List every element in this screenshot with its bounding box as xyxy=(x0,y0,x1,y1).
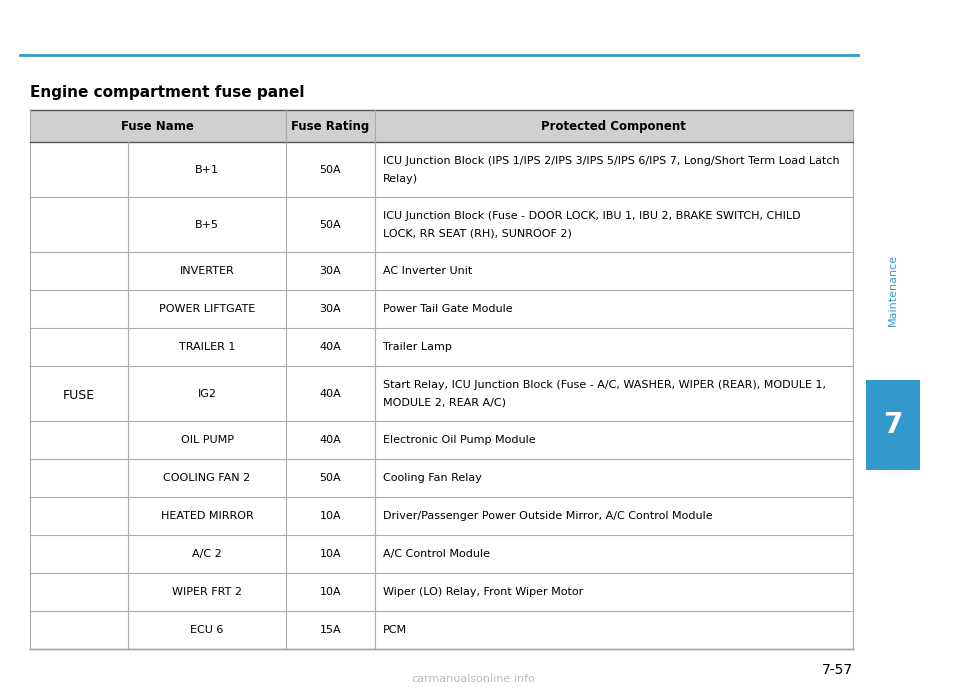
Text: Electronic Oil Pump Module: Electronic Oil Pump Module xyxy=(383,435,536,445)
Text: Driver/Passenger Power Outside Mirror, A/C Control Module: Driver/Passenger Power Outside Mirror, A… xyxy=(383,511,712,521)
Text: B+5: B+5 xyxy=(195,220,219,229)
Text: FUSE: FUSE xyxy=(62,389,95,402)
Text: Relay): Relay) xyxy=(383,174,418,183)
Text: WIPER FRT 2: WIPER FRT 2 xyxy=(172,587,242,597)
Text: 7: 7 xyxy=(883,411,902,439)
Bar xyxy=(866,380,920,470)
Text: 7-57: 7-57 xyxy=(822,663,853,677)
Text: HEATED MIRROR: HEATED MIRROR xyxy=(160,511,253,521)
Text: PCM: PCM xyxy=(383,625,407,635)
Text: POWER LIFTGATE: POWER LIFTGATE xyxy=(159,304,255,314)
Text: 50A: 50A xyxy=(320,165,341,174)
Text: 30A: 30A xyxy=(320,266,341,276)
Text: 50A: 50A xyxy=(320,473,341,483)
Text: Power Tail Gate Module: Power Tail Gate Module xyxy=(383,304,513,314)
Text: COOLING FAN 2: COOLING FAN 2 xyxy=(163,473,251,483)
Text: 10A: 10A xyxy=(320,549,341,559)
Text: Cooling Fan Relay: Cooling Fan Relay xyxy=(383,473,482,483)
Text: 30A: 30A xyxy=(320,304,341,314)
Text: 10A: 10A xyxy=(320,511,341,521)
Text: 40A: 40A xyxy=(320,342,341,352)
Text: LOCK, RR SEAT (RH), SUNROOF 2): LOCK, RR SEAT (RH), SUNROOF 2) xyxy=(383,229,571,238)
Text: Fuse Name: Fuse Name xyxy=(121,119,194,132)
Text: 50A: 50A xyxy=(320,220,341,229)
Text: Protected Component: Protected Component xyxy=(541,119,686,132)
Text: Maintenance: Maintenance xyxy=(888,254,898,326)
Text: Start Relay, ICU Junction Block (Fuse - A/C, WASHER, WIPER (REAR), MODULE 1,: Start Relay, ICU Junction Block (Fuse - … xyxy=(383,380,826,389)
Text: 15A: 15A xyxy=(320,625,341,635)
Text: ICU Junction Block (IPS 1/IPS 2/IPS 3/IPS 5/IPS 6/IPS 7, Long/Short Term Load La: ICU Junction Block (IPS 1/IPS 2/IPS 3/IP… xyxy=(383,156,839,165)
Text: Engine compartment fuse panel: Engine compartment fuse panel xyxy=(30,85,304,100)
Text: B+1: B+1 xyxy=(195,165,219,174)
Text: IG2: IG2 xyxy=(198,389,217,398)
Text: Fuse Rating: Fuse Rating xyxy=(291,119,370,132)
Bar xyxy=(30,110,853,649)
Text: carmanualsonline.info: carmanualsonline.info xyxy=(412,674,536,684)
Text: 10A: 10A xyxy=(320,587,341,597)
Text: 40A: 40A xyxy=(320,435,341,445)
Bar xyxy=(30,110,853,142)
Text: Trailer Lamp: Trailer Lamp xyxy=(383,342,451,352)
Text: AC Inverter Unit: AC Inverter Unit xyxy=(383,266,472,276)
Text: MODULE 2, REAR A/C): MODULE 2, REAR A/C) xyxy=(383,398,506,407)
Text: A/C 2: A/C 2 xyxy=(192,549,222,559)
Text: INVERTER: INVERTER xyxy=(180,266,234,276)
Text: OIL PUMP: OIL PUMP xyxy=(180,435,233,445)
Text: TRAILER 1: TRAILER 1 xyxy=(179,342,235,352)
Text: ECU 6: ECU 6 xyxy=(190,625,224,635)
Text: 40A: 40A xyxy=(320,389,341,398)
Text: A/C Control Module: A/C Control Module xyxy=(383,549,490,559)
Text: Wiper (LO) Relay, Front Wiper Motor: Wiper (LO) Relay, Front Wiper Motor xyxy=(383,587,583,597)
Text: ICU Junction Block (Fuse - DOOR LOCK, IBU 1, IBU 2, BRAKE SWITCH, CHILD: ICU Junction Block (Fuse - DOOR LOCK, IB… xyxy=(383,211,801,220)
